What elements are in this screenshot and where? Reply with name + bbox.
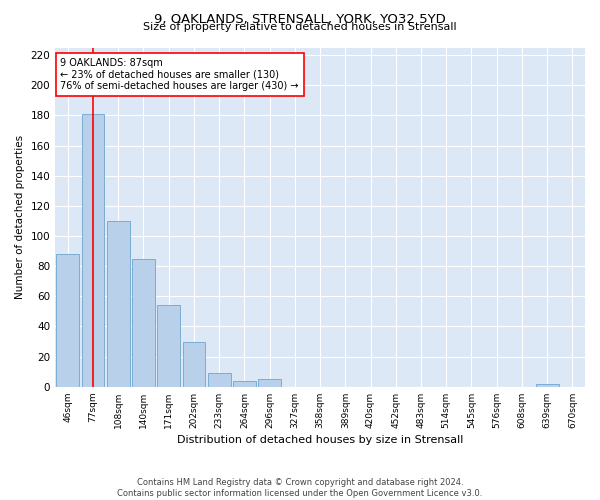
Text: Size of property relative to detached houses in Strensall: Size of property relative to detached ho… <box>143 22 457 32</box>
Bar <box>132 258 155 387</box>
Bar <box>536 384 559 387</box>
Text: 9, OAKLANDS, STRENSALL, YORK, YO32 5YD: 9, OAKLANDS, STRENSALL, YORK, YO32 5YD <box>154 12 446 26</box>
Bar <box>258 380 281 387</box>
X-axis label: Distribution of detached houses by size in Strensall: Distribution of detached houses by size … <box>177 435 463 445</box>
Bar <box>107 221 130 387</box>
Text: Contains HM Land Registry data © Crown copyright and database right 2024.
Contai: Contains HM Land Registry data © Crown c… <box>118 478 482 498</box>
Bar <box>56 254 79 387</box>
Text: 9 OAKLANDS: 87sqm
← 23% of detached houses are smaller (130)
76% of semi-detache: 9 OAKLANDS: 87sqm ← 23% of detached hous… <box>61 58 299 91</box>
Bar <box>208 373 230 387</box>
Bar <box>82 114 104 387</box>
Y-axis label: Number of detached properties: Number of detached properties <box>15 135 25 299</box>
Bar <box>233 381 256 387</box>
Bar <box>182 342 205 387</box>
Bar <box>157 306 180 387</box>
